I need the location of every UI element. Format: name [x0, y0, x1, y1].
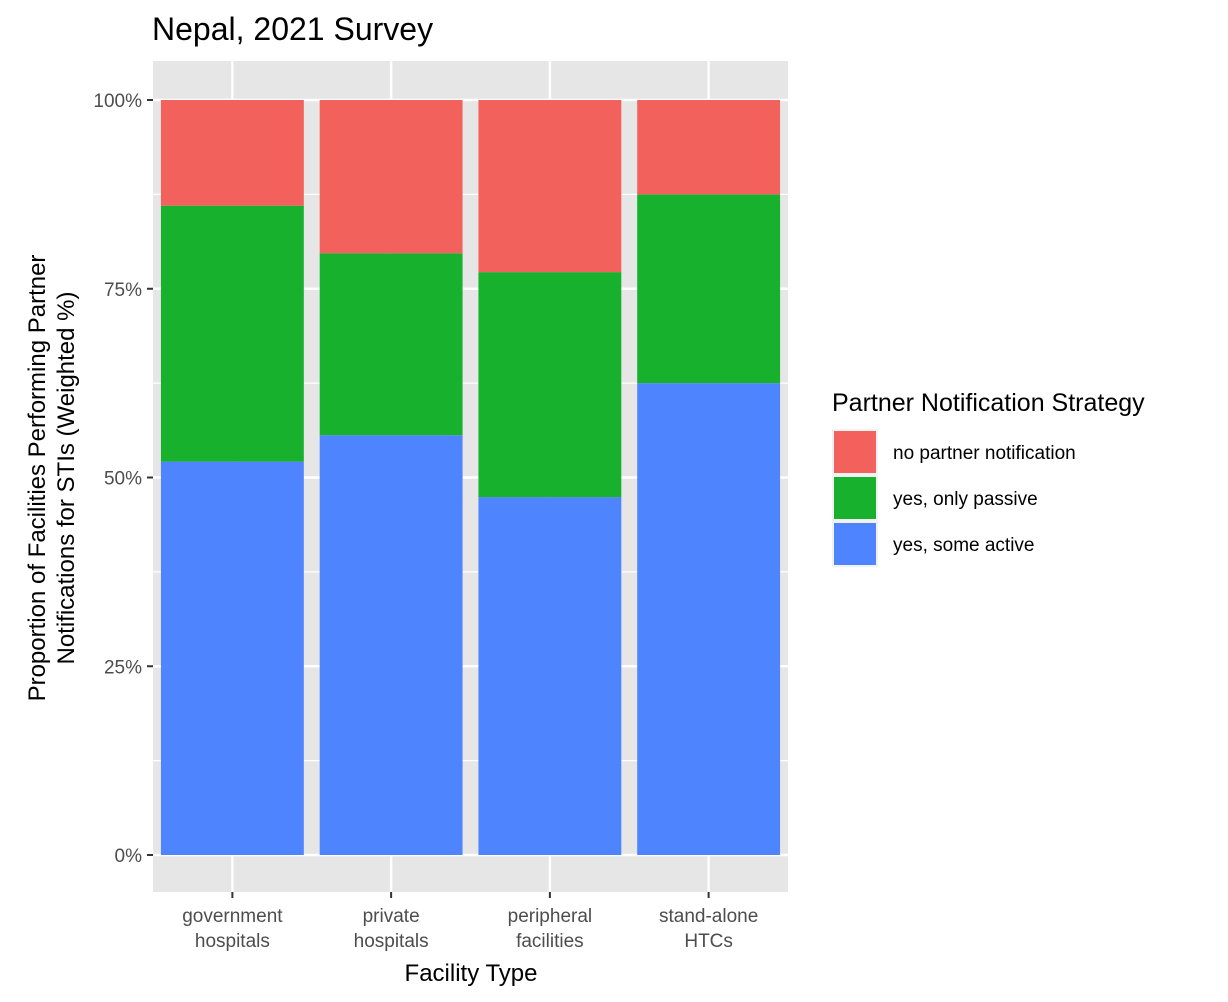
bar-segment	[319, 100, 463, 254]
bar-segment	[478, 497, 622, 855]
legend-items: no partner notification yes, only passive…	[832, 429, 1076, 567]
legend-key	[834, 523, 876, 565]
legend-label: no partner notification	[893, 443, 1076, 464]
legend-key	[834, 431, 876, 473]
bar-segment	[319, 435, 463, 855]
legend-label: yes, some active	[893, 535, 1035, 556]
bar-segment	[160, 100, 304, 206]
legend-label: yes, only passive	[893, 489, 1038, 510]
chart-title: Nepal, 2021 Survey	[152, 11, 433, 47]
y-axis-title: Proportion of Facilities Performing Part…	[24, 255, 80, 702]
y-tick-label: 50%	[104, 469, 142, 490]
x-tick-label: stand-alone	[659, 906, 758, 927]
y-tick-label: 0%	[115, 846, 143, 867]
bars	[160, 100, 781, 855]
y-axis-title-line-2: Notifications for STIs (Weighted %)	[53, 291, 80, 664]
y-axis: 0% 25% 50% 75% 100%	[93, 91, 153, 867]
x-tick-label: HTCs	[684, 931, 733, 952]
bar-segment	[637, 383, 781, 855]
x-axis: government hospitals private hospitals perip…	[182, 892, 758, 952]
y-axis-title-line-1: Proportion of Facilities Performing Part…	[24, 255, 51, 702]
bar-segment	[478, 272, 622, 498]
x-tick-label: government	[182, 906, 283, 927]
bar-segment	[637, 100, 781, 195]
bar-segment	[637, 194, 781, 384]
y-tick-label: 75%	[104, 280, 142, 301]
bar-segment	[160, 205, 304, 462]
x-tick-label: hospitals	[354, 931, 429, 952]
legend: Partner Notification Strategy no partner…	[832, 389, 1145, 567]
bar-segment	[160, 461, 304, 855]
x-tick-label: facilities	[516, 931, 584, 952]
bar-segment	[319, 253, 463, 436]
x-tick-label: peripheral	[508, 906, 593, 927]
x-tick-label: hospitals	[195, 931, 270, 952]
x-axis-title: Facility Type	[405, 960, 538, 987]
legend-key	[834, 477, 876, 519]
x-tick-label: private	[363, 906, 420, 927]
bar-segment	[478, 100, 622, 273]
y-tick-label: 100%	[93, 91, 142, 112]
y-tick-label: 25%	[104, 657, 142, 678]
legend-title: Partner Notification Strategy	[832, 389, 1145, 417]
